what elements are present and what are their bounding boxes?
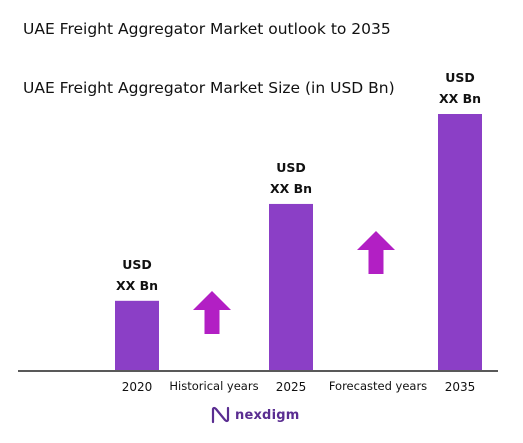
bar-value-label: XX Bn [439,91,481,106]
logo-text: nexdigm [235,407,300,423]
chart-title: UAE Freight Aggregator Market outlook to… [23,20,391,38]
nexdigm-logo: nexdigm [211,405,299,425]
period-label: Historical years [169,379,258,393]
nexdigm-logo-icon [211,406,230,424]
x-tick-label: 2020 [122,380,153,394]
bar-value-label: XX Bn [270,181,312,196]
x-tick-label: 2035 [445,380,476,394]
bar-2025 [269,203,313,370]
bar-value-label: USD [445,70,475,85]
x-tick-label: 2025 [276,380,307,394]
chart-subtitle: UAE Freight Aggregator Market Size (in U… [23,79,395,97]
bar-2020 [115,300,159,370]
bar-value-label: XX Bn [116,278,158,293]
bar-value-label: USD [122,257,152,272]
bar-2035 [438,114,482,370]
bar-value-label: USD [276,160,306,175]
period-label: Forecasted years [329,379,427,393]
growth-arrow-icon [357,231,395,274]
growth-arrow-icon [193,291,231,334]
